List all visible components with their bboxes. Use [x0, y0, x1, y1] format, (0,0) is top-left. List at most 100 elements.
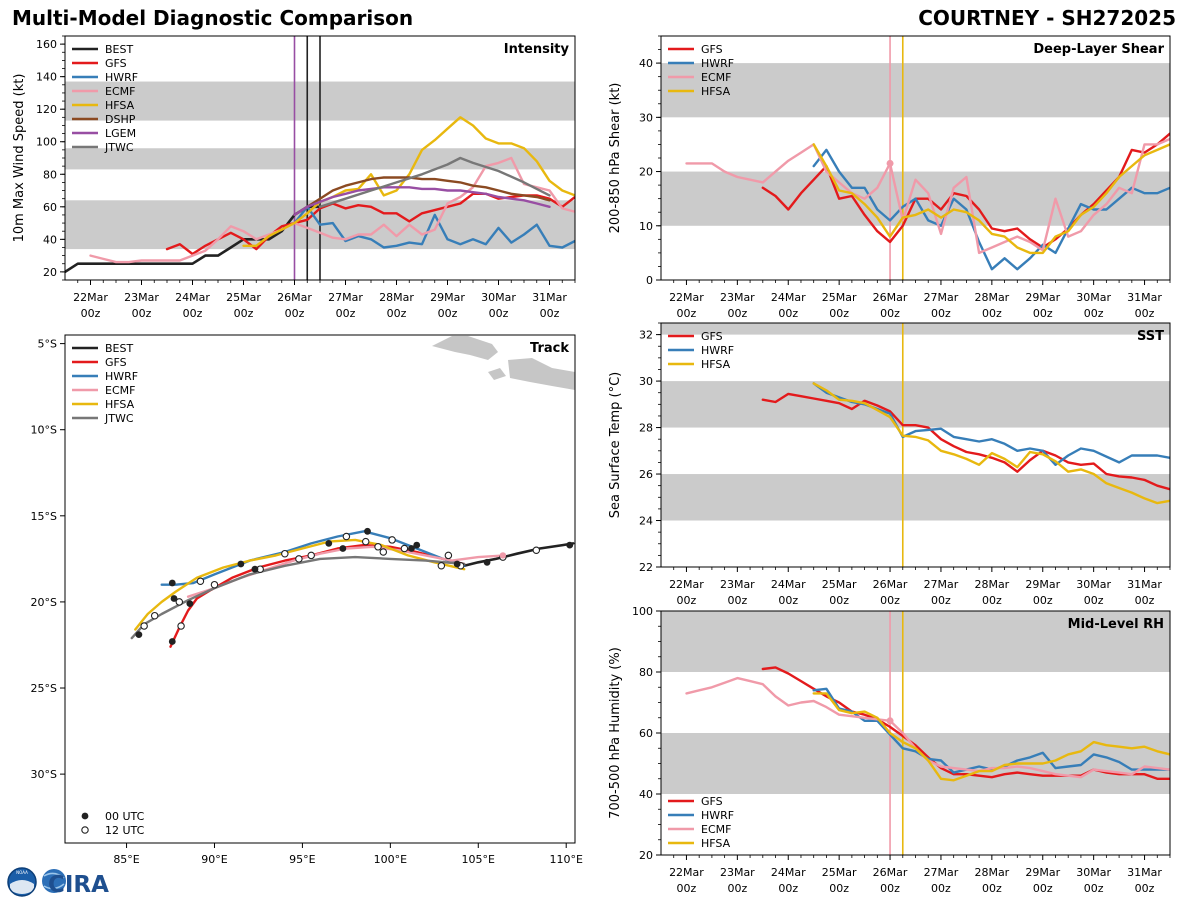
rh-series-hfsa	[812, 692, 1170, 782]
shear-series-ecmf	[685, 137, 1170, 255]
intensity-panel-title: Intensity	[504, 42, 570, 57]
shear-xtick-hour: 00z	[727, 307, 747, 320]
shear-panel-title: Deep-Layer Shear	[1033, 42, 1164, 57]
shear-xtick-day: 30Mar	[1076, 291, 1111, 304]
rh-xtick-day: 24Mar	[771, 866, 806, 879]
shear-xtick-day: 24Mar	[771, 291, 806, 304]
track-ytick-label: 25°S	[31, 682, 57, 695]
sst-xtick-hour: 00z	[829, 594, 849, 607]
rh-xtick-day: 22Mar	[669, 866, 704, 879]
intensity-ytick-label: 40	[43, 233, 57, 246]
intensity-ytick-label: 60	[43, 201, 57, 214]
sst-xtick-day: 26Mar	[873, 578, 908, 591]
shear-xtick-hour: 00z	[880, 307, 900, 320]
intensity-legend-label: JTWC	[104, 141, 134, 154]
track-point-12utc	[177, 622, 185, 630]
sst-xtick-day: 30Mar	[1076, 578, 1111, 591]
track-point-00utc	[339, 545, 347, 552]
intensity-xtick-day: 25Mar	[226, 291, 261, 304]
track-ecmf-end-point	[499, 552, 507, 559]
track-point-12utc	[175, 598, 184, 606]
intensity-xtick-hour: 00z	[183, 307, 203, 320]
shear-xtick-hour: 00z	[1033, 307, 1053, 320]
sst-xtick-day: 22Mar	[669, 578, 704, 591]
track-series-best	[462, 542, 575, 568]
track-ytick-label: 20°S	[31, 596, 57, 609]
intensity-ytick-label: 20	[43, 266, 57, 279]
rh-legend-label: GFS	[701, 795, 723, 808]
track-xtick-label: 95°E	[289, 853, 315, 866]
track-legend-label: JTWC	[104, 412, 134, 425]
intensity-ytick-label: 160	[36, 38, 57, 51]
track-ytick-label: 30°S	[31, 768, 57, 781]
track-xtick-label: 105°E	[462, 853, 495, 866]
rh-xtick-hour: 00z	[727, 882, 747, 895]
intensity-xtick-hour: 00z	[387, 307, 407, 320]
shear-xtick-hour: 00z	[778, 307, 798, 320]
intensity-legend-label: BEST	[105, 43, 133, 56]
track-point-12utc	[400, 544, 409, 553]
track-point-00utc	[325, 539, 333, 547]
track-point-00utc	[135, 631, 143, 639]
rh-panel-title: Mid-Level RH	[1068, 617, 1164, 632]
sst-legend-label: GFS	[701, 330, 723, 343]
rh-xtick-hour: 00z	[1135, 882, 1155, 895]
track-point-12utc	[196, 577, 205, 586]
shear-xtick-day: 26Mar	[873, 291, 908, 304]
rh-ytick-label: 100	[632, 605, 653, 618]
track-point-12utc	[307, 551, 315, 560]
track-point-00utc	[483, 558, 491, 566]
track-series-ecmf	[186, 545, 506, 598]
track-marker-legend-label: 00 UTC	[105, 810, 145, 823]
track-ytick-label: 15°S	[31, 510, 57, 523]
track-point-00utc	[408, 545, 415, 552]
track-marker-legend-label: 12 UTC	[105, 824, 145, 837]
rh-ytick-label: 80	[639, 666, 653, 679]
track-point-12utc	[437, 562, 446, 570]
sst-ytick-label: 28	[639, 422, 653, 435]
sst-band	[661, 474, 1170, 521]
track-ytick-label: 5°S	[38, 338, 57, 351]
shear-xtick-hour: 00z	[677, 307, 697, 320]
shear-series-gfs	[761, 132, 1170, 249]
shear-xtick-day: 31Mar	[1127, 291, 1162, 304]
track-point-00utc	[237, 560, 245, 568]
intensity-xtick-hour: 00z	[132, 307, 152, 320]
rh-xtick-day: 30Mar	[1076, 866, 1111, 879]
storm-title: COURTNEY - SH272025	[918, 6, 1176, 30]
sst-legend-label: HFSA	[701, 358, 731, 371]
track-legend-label: BEST	[105, 342, 133, 355]
track-xtick-label: 110°E	[549, 853, 582, 866]
intensity-xtick-day: 22Mar	[73, 291, 108, 304]
sst-plot-area	[661, 323, 1170, 567]
shear-legend-label: HWRF	[701, 57, 734, 70]
sst-xtick-hour: 00z	[778, 594, 798, 607]
intensity-xtick-day: 23Mar	[124, 291, 159, 304]
intensity-xtick-day: 28Mar	[379, 291, 414, 304]
rh-xtick-day: 26Mar	[873, 866, 908, 879]
intensity-xtick-hour: 00z	[81, 307, 101, 320]
track-point-12utc	[295, 555, 303, 563]
intensity-legend-label: DSHP	[105, 113, 136, 126]
track-point-12utc	[388, 536, 396, 544]
cira-logo-text: CIRA	[48, 872, 109, 898]
intensity-ylabel: 10m Max Wind Speed (kt)	[12, 74, 27, 243]
intensity-xtick-day: 31Mar	[532, 291, 567, 304]
track-point-12utc	[374, 543, 382, 551]
intensity-xtick-hour: 00z	[540, 307, 560, 320]
intensity-ytick-label: 120	[36, 103, 57, 116]
sst-xtick-day: 31Mar	[1127, 578, 1162, 591]
shear-series-hfsa	[812, 143, 1170, 255]
rh-ytick-label: 40	[639, 788, 653, 801]
intensity-ytick-label: 80	[43, 168, 57, 181]
intensity-xtick-day: 27Mar	[328, 291, 363, 304]
cira-logo-image: NOAA CIRA	[7, 867, 109, 898]
intensity-xtick-day: 30Mar	[481, 291, 516, 304]
sst-xtick-day: 23Mar	[720, 578, 755, 591]
shear-xtick-day: 28Mar	[974, 291, 1009, 304]
track-point-12utc	[379, 548, 388, 556]
track-point-00utc	[566, 541, 574, 549]
track-point-00utc	[168, 638, 176, 645]
